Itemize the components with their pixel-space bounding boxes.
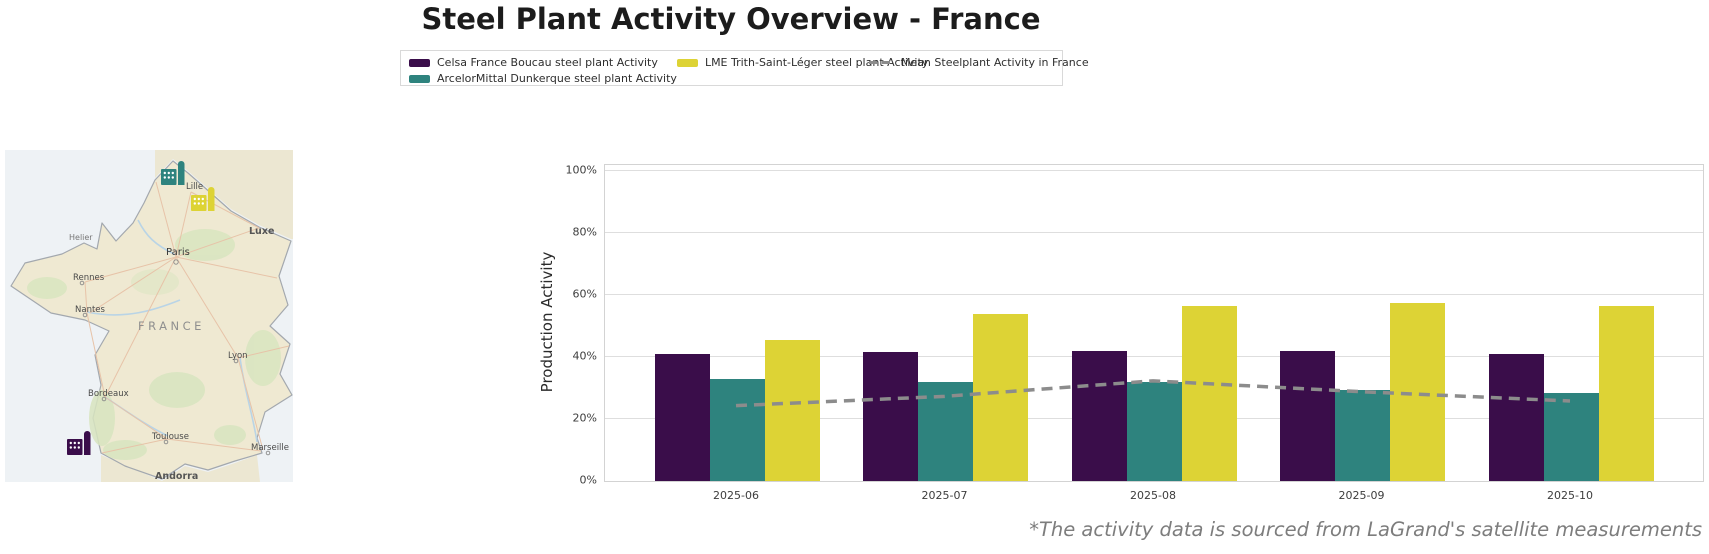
bar bbox=[709, 378, 765, 481]
legend-item: Mean Steelplant Activity in France bbox=[868, 56, 1089, 69]
gridline bbox=[605, 170, 1703, 172]
x-axis-tick-label: 2025-07 bbox=[921, 489, 968, 502]
map-city-label: Lyon bbox=[228, 351, 248, 361]
map-city-label: Bordeaux bbox=[88, 389, 129, 399]
x-axis-tick-label: 2025-09 bbox=[1338, 489, 1385, 502]
legend-item-label: Mean Steelplant Activity in France bbox=[900, 56, 1089, 69]
bar-group-2025-07 bbox=[863, 165, 1028, 481]
page-title: Steel Plant Activity Overview - France bbox=[421, 2, 1041, 36]
map-city-markers bbox=[79, 259, 271, 456]
bar bbox=[973, 313, 1028, 481]
bar bbox=[1390, 302, 1445, 481]
bar bbox=[1488, 353, 1544, 481]
y-axis-tick-label: 0% bbox=[579, 473, 597, 487]
bar-group-2025-09 bbox=[1280, 165, 1445, 481]
bar bbox=[863, 352, 918, 481]
legend-color-swatch bbox=[409, 58, 430, 67]
map-city-label: Toulouse bbox=[151, 432, 189, 442]
bar bbox=[1335, 389, 1390, 481]
factory-icon bbox=[67, 431, 91, 455]
legend-color-swatch bbox=[676, 58, 698, 67]
legend-item: ArcelorMittal Dunkerque steel plant Acti… bbox=[409, 72, 677, 85]
map-city-label: Lille bbox=[186, 182, 203, 192]
factory-icon bbox=[191, 187, 215, 211]
legend-item: Celsa France Boucau steel plant Activity bbox=[409, 56, 677, 69]
y-axis-tick-label: 20% bbox=[572, 411, 597, 425]
y-axis-tick-label: 40% bbox=[572, 349, 597, 363]
gridline bbox=[605, 294, 1703, 296]
chart-legend: Celsa France Boucau steel plant Activity… bbox=[400, 50, 1089, 86]
legend-dashed-line-swatch bbox=[868, 61, 894, 64]
bar-group-2025-10 bbox=[1488, 165, 1654, 481]
legend-item-label: LME Trith-Saint-Léger steel plant Activi… bbox=[704, 56, 929, 69]
map-city-label: Luxe bbox=[249, 226, 274, 237]
map-city-label: Helier bbox=[69, 233, 93, 242]
y-axis-label: Production Activity bbox=[538, 251, 556, 393]
bar-group-2025-06 bbox=[654, 165, 820, 481]
y-axis-tick-label: 60% bbox=[572, 287, 597, 301]
map-city-label: Andorra bbox=[155, 471, 198, 482]
map-vegetation bbox=[27, 229, 281, 460]
x-axis-tick-label: 2025-10 bbox=[1547, 489, 1593, 502]
bar bbox=[918, 381, 973, 481]
legend-item-label: ArcelorMittal Dunkerque steel plant Acti… bbox=[437, 72, 677, 85]
gridline bbox=[605, 232, 1703, 234]
bar bbox=[1181, 305, 1237, 481]
factory-icon bbox=[161, 161, 185, 185]
map-city-label: Marseille bbox=[251, 443, 289, 453]
chart-plot-area bbox=[604, 164, 1704, 482]
legend-color-swatch bbox=[409, 74, 430, 83]
legend-item: LME Trith-Saint-Léger steel plant Activi… bbox=[676, 56, 928, 69]
legend-column: Celsa France Boucau steel plant Activity… bbox=[409, 56, 677, 85]
y-axis-tick-label: 80% bbox=[572, 225, 597, 239]
bar bbox=[1598, 305, 1654, 481]
x-axis-tick-label: 2025-08 bbox=[1130, 489, 1176, 502]
gridline bbox=[605, 356, 1703, 358]
bar bbox=[764, 340, 820, 481]
map-roads bbox=[84, 181, 290, 454]
bar bbox=[1543, 392, 1599, 481]
bar bbox=[654, 353, 710, 481]
bar bbox=[1280, 350, 1335, 481]
map-neighbor-land-south bbox=[101, 455, 260, 482]
map-city-label: Nantes bbox=[75, 305, 106, 315]
map-neighbor-land-ne bbox=[155, 150, 293, 239]
bar bbox=[1071, 350, 1127, 481]
map-country-label: FRANCE bbox=[138, 319, 205, 333]
map-city-label: Rennes bbox=[73, 273, 105, 283]
france-map: Lille Luxe Paris Helier Rennes Nantes Lyon Bord… bbox=[5, 150, 293, 482]
bar bbox=[1126, 381, 1182, 481]
map-city-label: Paris bbox=[166, 247, 190, 258]
legend-column: Mean Steelplant Activity in France bbox=[868, 56, 1089, 69]
x-axis-tick-label: 2025-06 bbox=[713, 489, 759, 502]
footnote: *The activity data is sourced from LaGra… bbox=[1029, 518, 1702, 541]
bar-group-2025-08 bbox=[1071, 165, 1237, 481]
legend-item-label: Celsa France Boucau steel plant Activity bbox=[437, 56, 658, 69]
legend-column: LME Trith-Saint-Léger steel plant Activi… bbox=[676, 56, 928, 69]
y-axis-tick-label: 100% bbox=[565, 163, 597, 177]
